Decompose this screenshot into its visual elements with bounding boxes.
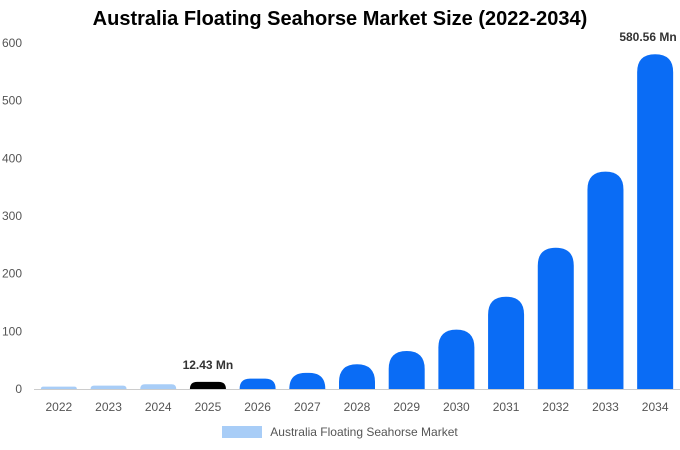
data-labels: 12.43 Mn 580.56 Mn	[183, 30, 677, 372]
bar-2028	[339, 364, 375, 389]
legend: Australia Floating Seahorse Market	[0, 425, 680, 439]
y-tick-label: 0	[15, 382, 22, 396]
y-tick-label: 600	[2, 36, 22, 50]
bar-2022	[40, 386, 77, 389]
bar-2034	[637, 54, 674, 390]
x-tick-label: 2027	[294, 400, 321, 414]
x-tick-label: 2026	[244, 400, 271, 414]
y-tick-label: 100	[2, 324, 22, 338]
y-axis: 0 100 200 300 400 500 600	[2, 36, 22, 396]
x-tick-label: 2030	[443, 400, 470, 414]
y-tick-label: 300	[2, 209, 22, 223]
x-tick-label: 2029	[393, 400, 420, 414]
y-tick-label: 500	[2, 94, 22, 108]
bar-2026	[239, 378, 276, 389]
y-tick-label: 400	[2, 151, 22, 165]
bar-2033	[587, 171, 624, 389]
bar-2023	[90, 385, 127, 389]
bars-group	[40, 54, 674, 390]
x-tick-label: 2031	[493, 400, 520, 414]
x-tick-label: 2024	[145, 400, 172, 414]
x-tick-label: 2022	[45, 400, 72, 414]
bar-2029	[388, 350, 425, 389]
legend-swatch	[222, 426, 263, 438]
bar-2025	[189, 381, 226, 389]
y-tick-label: 200	[2, 267, 22, 281]
x-tick-label: 2034	[642, 400, 669, 414]
x-tick-label: 2028	[344, 400, 371, 414]
bar-2027	[289, 372, 326, 389]
x-tick-label: 2033	[592, 400, 619, 414]
x-tick-label: 2025	[195, 400, 222, 414]
chart-title: Australia Floating Seahorse Market Size …	[92, 8, 588, 30]
bar-2030	[438, 329, 475, 389]
bar-2024	[140, 384, 177, 389]
x-axis: 2022 2023 2024 2025 2026 2027 2028 2029 2030 2031…	[45, 400, 668, 414]
data-label-2025: 12.43 Mn	[183, 358, 234, 372]
data-label-2034: 580.56 Mn	[619, 30, 676, 44]
legend-label: Australia Floating Seahorse Market	[270, 425, 458, 439]
x-tick-label: 2023	[95, 400, 122, 414]
bar-2031	[488, 296, 525, 389]
x-tick-label: 2032	[542, 400, 569, 414]
bar-2032	[537, 247, 574, 389]
